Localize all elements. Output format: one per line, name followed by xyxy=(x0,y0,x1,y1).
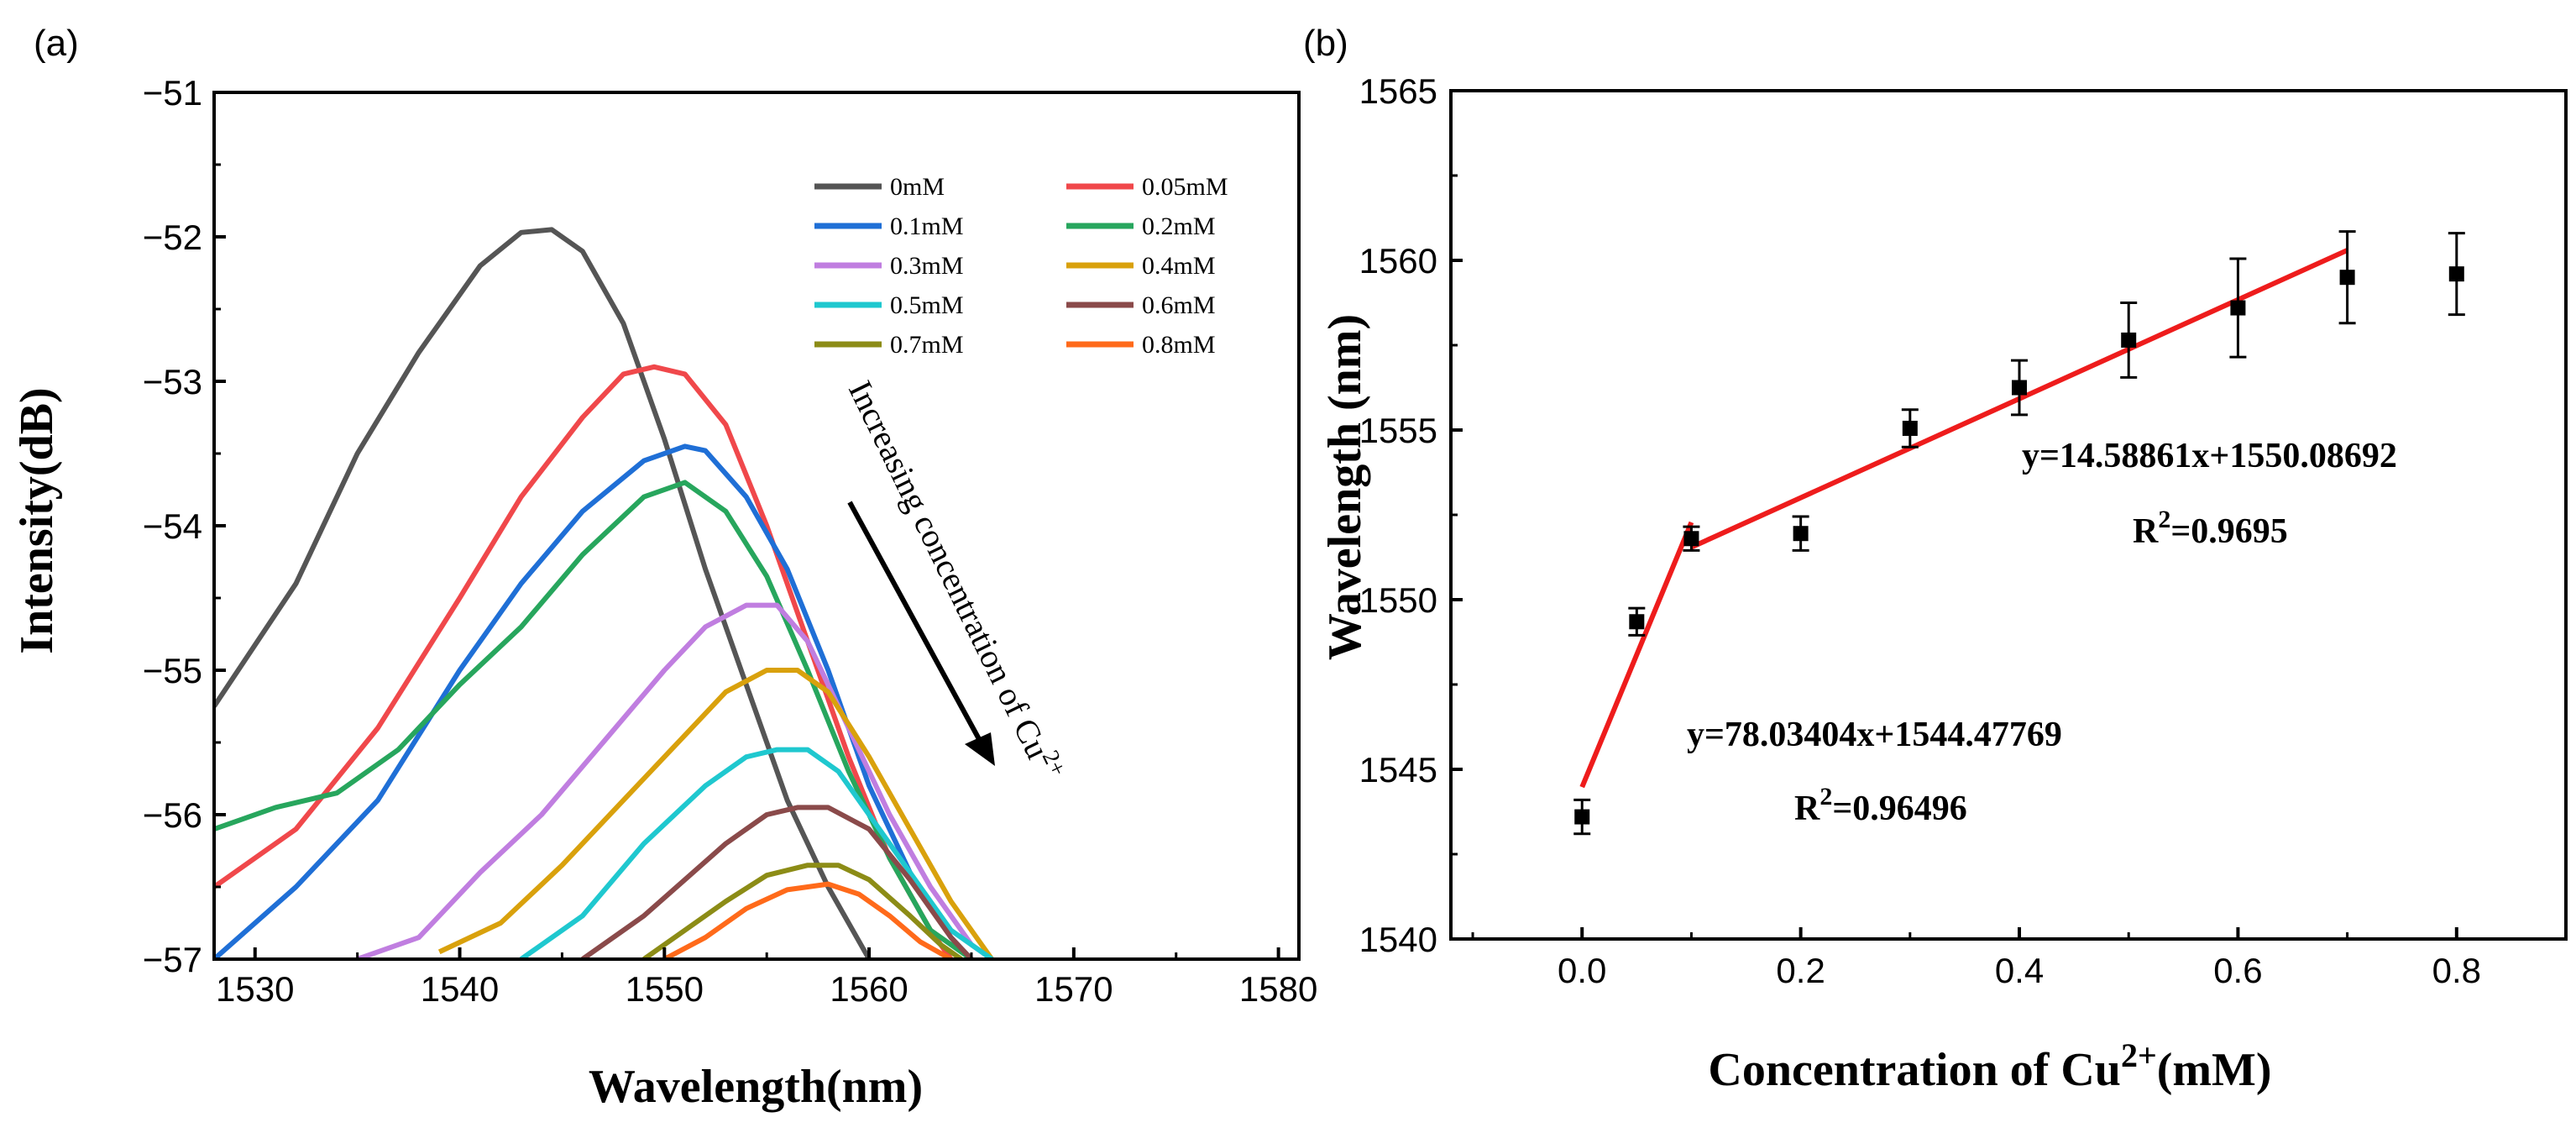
series-line-0.7mM xyxy=(642,863,963,959)
series-line-0.6mM xyxy=(581,805,974,959)
panel-b-axes: 0.0 0.2 0.4 0.6 0.8 1540 1545 1550 1555 1560 1565 xyxy=(1359,71,2568,990)
y-tick-label--55: −55 xyxy=(143,651,202,690)
y-tick-label--52: −52 xyxy=(143,218,202,257)
panel-a-frame xyxy=(212,91,1301,961)
panel-b-plot-area xyxy=(1573,230,2465,836)
legend-label-0mM: 0mM xyxy=(890,173,945,201)
data-point xyxy=(2339,270,2355,286)
series-line-0.3mM xyxy=(356,602,994,959)
x-tick-label-1550: 1550 xyxy=(626,969,704,1009)
data-point xyxy=(2121,332,2137,348)
y-tick-label-1560: 1560 xyxy=(1359,241,1437,281)
y-tick-label--56: −56 xyxy=(143,795,202,835)
data-point xyxy=(1574,809,1590,825)
fit2-r2: R2=0.9695 xyxy=(2133,506,2288,551)
series-line-0.5mM xyxy=(519,747,994,959)
y-tick-label-1555: 1555 xyxy=(1359,411,1437,450)
x-tick-label-0.6: 0.6 xyxy=(2213,951,2262,990)
data-point xyxy=(2448,266,2464,282)
panel-a-label: (a) xyxy=(34,23,79,64)
data-point xyxy=(1629,614,1645,630)
series-line-0.05mM xyxy=(214,364,954,959)
panel-b: (b) 0.0 0.2 0.4 0.6 0.8 1540 1545 1550 1555 1560 1… xyxy=(1303,23,2568,1096)
legend-label-0.3mM: 0.3mM xyxy=(890,252,964,280)
panel-a-legend: 0mM 0.05mM 0.1mM 0.2mM 0.3mM 0.4mM 0.5mM 0.6mM 0… xyxy=(814,173,1228,359)
panel-b-label: (b) xyxy=(1303,23,1348,64)
fit1-r2: R2=0.96496 xyxy=(1794,783,1967,828)
series-line-0.1mM xyxy=(214,443,974,959)
legend-label-0.4mM: 0.4mM xyxy=(1142,252,1216,280)
legend-label-0.5mM: 0.5mM xyxy=(890,291,964,319)
fit-line-1 xyxy=(1579,521,1694,789)
x-tick-label-1560: 1560 xyxy=(830,969,908,1009)
data-point xyxy=(1683,531,1699,547)
y-tick-label-1550: 1550 xyxy=(1359,580,1437,620)
panel-a-series-group xyxy=(214,227,994,959)
series-line-0mM xyxy=(214,227,872,959)
y-tick-label--54: −54 xyxy=(143,506,202,546)
y-tick-label-1565: 1565 xyxy=(1359,71,1437,111)
legend-label-0.8mM: 0.8mM xyxy=(1142,331,1216,359)
legend-label-0.1mM: 0.1mM xyxy=(890,212,964,240)
panel-b-y-axis-title: Wavelength (nm) xyxy=(1319,314,1371,660)
x-tick-label-1530: 1530 xyxy=(216,969,294,1009)
data-point xyxy=(2012,380,2028,396)
y-tick-label-1540: 1540 xyxy=(1359,920,1437,959)
x-tick-label-0.2: 0.2 xyxy=(1776,951,1825,990)
y-tick-label--57: −57 xyxy=(143,940,202,979)
data-point xyxy=(1902,420,1918,436)
panel-b-frame xyxy=(1449,89,2568,941)
legend-label-0.2mM: 0.2mM xyxy=(1142,212,1216,240)
panel-a-y-axis-title: Intensity(dB) xyxy=(11,387,63,653)
x-tick-label-0: 0.0 xyxy=(1558,951,1606,990)
concentration-arrow xyxy=(847,501,995,766)
x-tick-label-1570: 1570 xyxy=(1034,969,1113,1009)
series-line-0.8mM xyxy=(662,881,953,959)
concentration-annotation: Increasing concentration of Cu2+ xyxy=(841,373,1071,787)
panel-a-plot-area xyxy=(214,227,994,959)
x-tick-label-0.4: 0.4 xyxy=(1995,951,2044,990)
series-line-0.4mM xyxy=(437,668,994,959)
series-line-0.2mM xyxy=(214,480,973,959)
x-tick-label-1540: 1540 xyxy=(421,969,499,1009)
data-point xyxy=(2230,300,2246,316)
panel-a-axes: 1530 1540 1550 1560 1570 1580 −57 −56 −55 −54 −53 −… xyxy=(143,73,1318,1009)
y-tick-label-1545: 1545 xyxy=(1359,750,1437,789)
x-tick-label-1580: 1580 xyxy=(1239,969,1317,1009)
panel-b-x-axis-title: Concentration of Cu2+(mM) xyxy=(1708,1036,2271,1096)
x-tick-label-0.8: 0.8 xyxy=(2432,951,2481,990)
y-tick-label--53: −53 xyxy=(143,362,202,401)
panel-a: (a) 1530 1540 1550 1560 1570 1580 −57 −56 −55 −54… xyxy=(11,23,1317,1113)
fit1-equation: y=78.03404x+1544.47769 xyxy=(1687,716,2062,754)
y-tick-label--51: −51 xyxy=(143,73,202,113)
legend-label-0.7mM: 0.7mM xyxy=(890,331,964,359)
legend-label-0.6mM: 0.6mM xyxy=(1142,291,1216,319)
panel-a-x-axis-title: Wavelength(nm) xyxy=(589,1061,923,1113)
data-point xyxy=(1793,526,1809,542)
fit2-equation: y=14.58861x+1550.08692 xyxy=(2022,437,2397,475)
legend-label-0.05mM: 0.05mM xyxy=(1142,173,1228,201)
